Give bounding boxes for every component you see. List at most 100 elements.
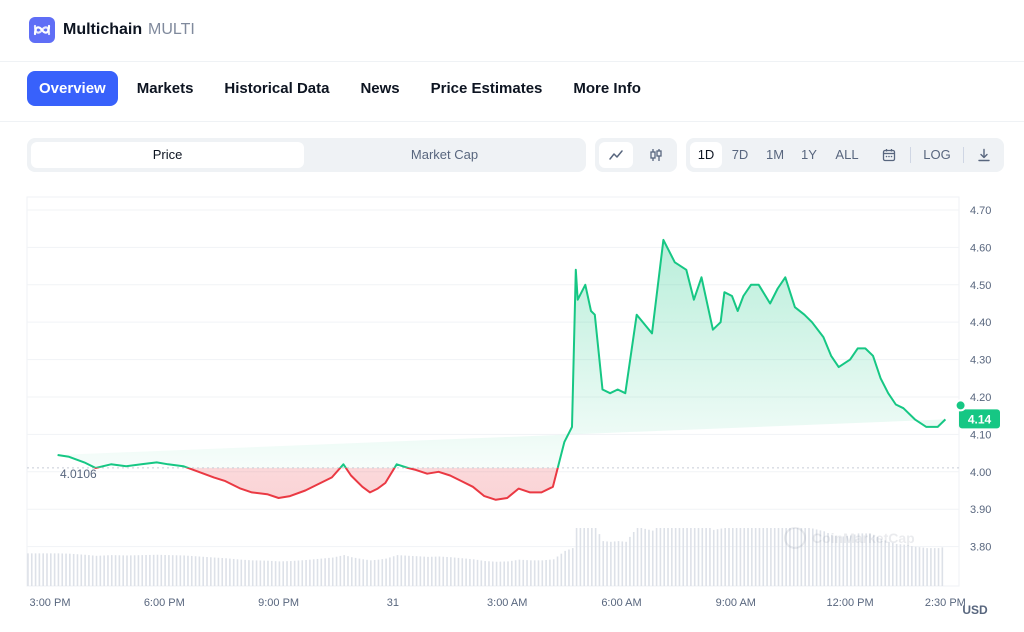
volume-bar xyxy=(88,555,90,586)
volume-bar xyxy=(857,533,860,586)
volume-bar xyxy=(107,555,109,586)
candlestick-chart-button[interactable] xyxy=(639,142,673,168)
volume-bar xyxy=(880,539,883,586)
volume-bar xyxy=(911,546,913,586)
date-picker-button[interactable] xyxy=(874,142,904,168)
section-tabs: Overview Markets Historical Data News Pr… xyxy=(27,71,660,106)
volume-bar xyxy=(743,528,746,586)
y-tick-label: 4.60 xyxy=(970,242,991,254)
coinmarketcap-watermark: CoinMarketCap xyxy=(784,527,915,549)
volume-bar xyxy=(168,555,170,586)
volume-bar xyxy=(812,528,814,586)
volume-bar xyxy=(438,556,441,586)
volume-bar xyxy=(511,560,513,586)
currency-label: USD xyxy=(962,603,988,617)
range-separator xyxy=(910,147,911,163)
volume-bar xyxy=(526,560,528,586)
tab-more-info[interactable]: More Info xyxy=(573,80,641,97)
range-7d-button[interactable]: 7D xyxy=(731,147,749,162)
volume-bar xyxy=(610,541,612,586)
volume-bar xyxy=(221,558,224,586)
tab-markets[interactable]: Markets xyxy=(136,80,194,97)
volume-bar xyxy=(792,528,795,586)
x-tick-label: 3:00 AM xyxy=(487,597,527,609)
volume-bar xyxy=(286,561,288,586)
volume-bar xyxy=(122,555,124,586)
volume-bar xyxy=(236,559,239,586)
multichain-logo-icon xyxy=(29,17,55,43)
range-1m-button[interactable]: 1M xyxy=(765,147,785,162)
volume-bar xyxy=(545,560,547,586)
volume-bar xyxy=(328,557,330,586)
y-tick-label: 4.50 xyxy=(970,280,991,292)
tab-news[interactable]: News xyxy=(360,80,400,97)
volume-bar xyxy=(343,555,345,586)
x-tick-label: 9:00 AM xyxy=(716,597,756,609)
volume-bar xyxy=(564,550,566,586)
volume-bar xyxy=(804,528,806,586)
x-tick-label: 3:00 PM xyxy=(30,597,71,609)
volume-bar xyxy=(267,560,269,586)
range-1d-button[interactable]: 1D xyxy=(690,142,722,168)
svg-text:CoinMarketCap: CoinMarketCap xyxy=(812,530,915,546)
volume-bar xyxy=(415,556,418,586)
volume-bar xyxy=(171,555,174,586)
price-chart[interactable]: 4.70 4.60 4.50 4.40 4.30 4.20 4.10 4.00 3.90 3.80… xyxy=(0,190,1024,630)
tab-overview[interactable]: Overview xyxy=(27,71,118,106)
line-chart-button[interactable] xyxy=(599,142,633,168)
volume-bar xyxy=(472,559,475,586)
volume-bar xyxy=(606,541,608,586)
volume-bar xyxy=(80,554,83,586)
range-all-button[interactable]: ALL xyxy=(835,147,859,162)
chart-type-toggle xyxy=(595,138,677,172)
tab-historical-data[interactable]: Historical Data xyxy=(224,80,330,97)
volume-bar xyxy=(667,528,669,586)
volume-bar xyxy=(69,553,71,586)
volume-bar xyxy=(899,544,902,586)
volume-bar xyxy=(465,558,467,586)
volume-bar xyxy=(827,533,829,586)
volume-bar xyxy=(712,529,715,586)
calendar-icon xyxy=(882,149,896,162)
market-cap-toggle-button[interactable]: Market Cap xyxy=(410,147,479,162)
volume-bar xyxy=(411,555,414,586)
volume-bar xyxy=(404,555,406,586)
volume-bar xyxy=(655,528,658,586)
tab-price-estimates[interactable]: Price Estimates xyxy=(430,80,543,97)
volume-bar xyxy=(145,555,147,586)
y-tick-label: 4.20 xyxy=(970,392,991,404)
volume-bar xyxy=(316,558,319,586)
volume-bar xyxy=(488,561,490,586)
y-tick-label: 4.30 xyxy=(970,355,991,367)
volume-bar xyxy=(640,528,643,586)
price-toggle-button[interactable]: Price xyxy=(31,142,304,168)
volume-bar xyxy=(324,558,326,586)
volume-bar xyxy=(926,548,928,586)
volume-bar xyxy=(65,553,67,586)
volume-bar xyxy=(213,557,216,586)
volume-bar xyxy=(850,535,852,586)
volume-bar xyxy=(907,545,909,586)
volume-bar xyxy=(274,561,277,586)
volume-bar xyxy=(518,559,521,586)
volume-bar xyxy=(290,561,292,586)
volume-bar xyxy=(621,541,624,586)
volume-bar xyxy=(91,555,94,586)
volume-bar xyxy=(350,557,353,586)
volume-bar xyxy=(834,535,837,586)
time-range-toggle: 1D 7D 1M 1Y ALL LOG xyxy=(686,138,1004,172)
volume-bar xyxy=(560,553,563,586)
download-button[interactable] xyxy=(970,142,998,168)
volume-bar xyxy=(918,547,921,586)
y-tick-label: 3.80 xyxy=(970,542,991,554)
volume-bar xyxy=(724,528,726,586)
volume-bar xyxy=(587,528,589,586)
volume-bar xyxy=(278,561,281,586)
price-lines xyxy=(57,238,947,501)
range-1y-button[interactable]: 1Y xyxy=(801,147,817,162)
volume-bar xyxy=(392,556,395,586)
volume-bar xyxy=(800,528,803,586)
volume-bar xyxy=(263,560,265,586)
volume-bar xyxy=(933,548,936,586)
log-scale-button[interactable]: LOG xyxy=(923,147,951,162)
